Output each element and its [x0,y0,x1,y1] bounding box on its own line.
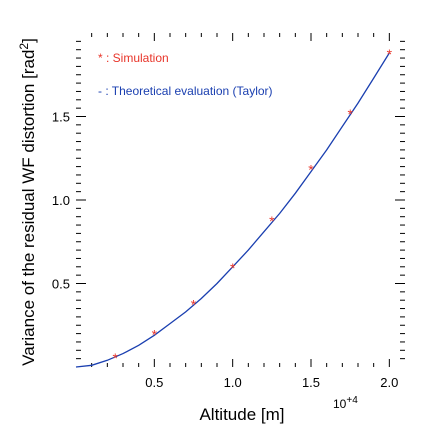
legend: * : Simulation - : Theoretical evaluation… [98,51,273,98]
y-axis-label-close: ] [19,38,38,43]
simulation-point: * [308,161,314,177]
x-axis-multiplier: 10+4 [333,395,358,411]
y-tick-label: 0.5 [52,277,70,292]
y-tick-label: 1.0 [52,193,70,208]
y-axis-label: Variance of the residual WF distortion [… [17,38,38,366]
x-tick-label: 0.5 [145,375,163,390]
y-tick-label: 1.5 [52,110,70,125]
simulation-point: * [387,46,393,62]
y-tick-labels: 0.5 1.0 1.5 [52,110,70,292]
axis-ticks [76,33,405,367]
series-group: * * * * * * * * [75,46,393,368]
x-tick-label: 1.5 [302,375,320,390]
simulation-point: * [152,327,158,343]
x-multiplier-exponent: +4 [346,395,358,406]
x-tick-labels: 0.5 1.0 1.5 2.0 [145,375,398,390]
x-axis-label: Altitude [m] [199,405,284,424]
y-axis-label-superscript: 2 [17,43,31,50]
x-tick-label: 1.0 [224,375,242,390]
simulation-point: * [112,350,118,366]
simulation-point: * [347,106,353,122]
legend-entry-simulation: * : Simulation [98,51,169,65]
simulation-point: * [269,213,275,229]
simulation-point: * [230,260,236,276]
legend-entry-theoretical: - : Theoretical evaluation (Taylor) [98,84,273,98]
x-tick-label: 2.0 [380,375,398,390]
y-axis-label-main: Variance of the residual WF distortion [… [19,50,38,366]
simulation-point: * [191,297,197,313]
series-line-theoretical [75,52,390,368]
x-multiplier-base: 10 [333,397,347,411]
